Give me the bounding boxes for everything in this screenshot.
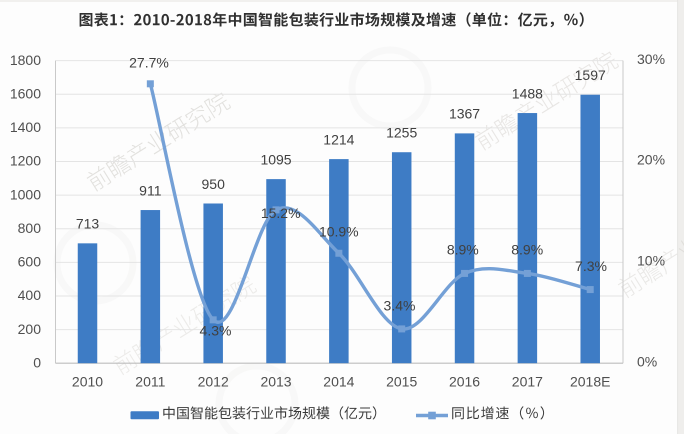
- svg-text:2011: 2011: [135, 374, 165, 390]
- svg-text:0%: 0%: [637, 353, 657, 369]
- svg-text:800: 800: [18, 220, 42, 236]
- svg-text:1000: 1000: [10, 186, 41, 202]
- svg-text:1214: 1214: [323, 131, 354, 147]
- svg-text:2013: 2013: [260, 374, 291, 390]
- svg-text:2016: 2016: [449, 374, 480, 390]
- svg-text:1488: 1488: [512, 85, 543, 101]
- svg-text:2012: 2012: [198, 374, 229, 390]
- svg-text:2018E: 2018E: [570, 374, 610, 390]
- svg-text:950: 950: [202, 176, 226, 192]
- svg-text:1600: 1600: [10, 85, 41, 101]
- svg-text:200: 200: [18, 321, 42, 337]
- svg-text:20%: 20%: [637, 152, 665, 168]
- svg-text:3.4%: 3.4%: [384, 298, 416, 314]
- svg-text:8.9%: 8.9%: [447, 241, 479, 257]
- svg-text:1400: 1400: [10, 119, 41, 135]
- svg-text:4.3%: 4.3%: [200, 322, 232, 338]
- svg-text:2015: 2015: [386, 374, 417, 390]
- svg-text:1800: 1800: [10, 52, 41, 68]
- svg-text:30%: 30%: [637, 51, 665, 67]
- svg-text:1367: 1367: [449, 106, 480, 122]
- svg-text:600: 600: [18, 254, 42, 270]
- svg-text:15.2%: 15.2%: [261, 205, 301, 221]
- svg-text:7.3%: 7.3%: [575, 258, 607, 274]
- svg-text:8.9%: 8.9%: [511, 241, 543, 257]
- svg-text:0: 0: [33, 354, 41, 370]
- svg-text:10%: 10%: [637, 253, 665, 269]
- svg-text:1597: 1597: [575, 67, 606, 83]
- svg-text:1095: 1095: [260, 151, 291, 167]
- svg-text:2014: 2014: [323, 374, 354, 390]
- svg-text:713: 713: [76, 216, 100, 232]
- svg-text:400: 400: [18, 287, 42, 303]
- svg-text:10.9%: 10.9%: [319, 223, 359, 239]
- svg-text:2010: 2010: [72, 374, 103, 390]
- svg-text:1255: 1255: [386, 125, 417, 141]
- svg-text:1200: 1200: [10, 153, 41, 169]
- svg-text:911: 911: [139, 182, 162, 198]
- svg-text:2017: 2017: [512, 374, 543, 390]
- svg-text:27.7%: 27.7%: [129, 54, 169, 70]
